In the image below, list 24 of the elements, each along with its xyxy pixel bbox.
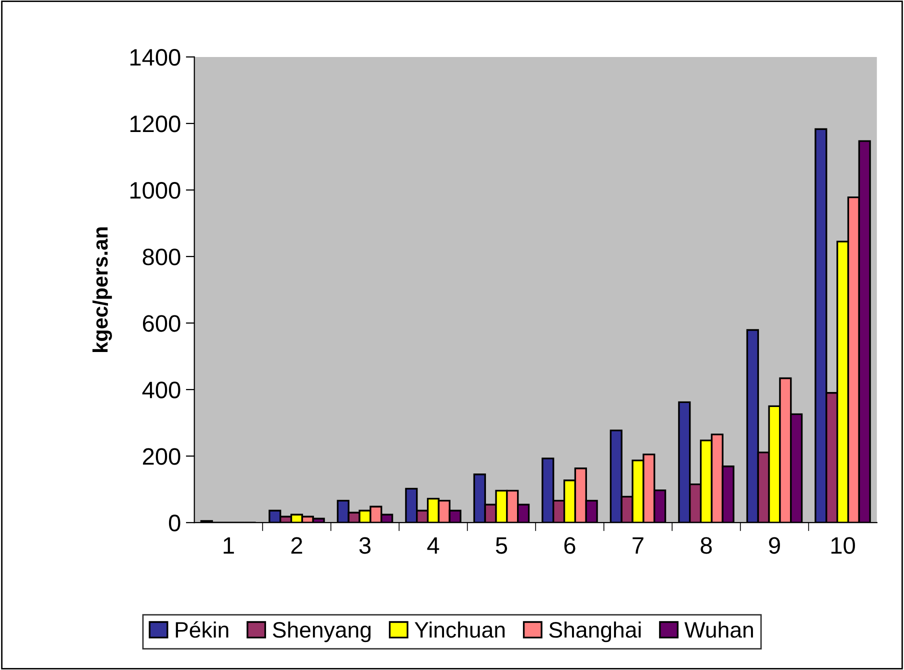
y-tick-label: 600: [142, 315, 180, 332]
legend-label: Shenyang: [272, 621, 371, 642]
y-tick-label: 0: [168, 514, 180, 532]
x-tick-label: 7: [632, 537, 644, 554]
x-tick-label: 6: [564, 537, 576, 554]
y-tick-label: 800: [142, 248, 180, 266]
y-axis-title: kgec/pers.an: [92, 227, 112, 352]
legend-label: Yinchuan: [414, 621, 505, 638]
legend-label: Shanghai: [549, 621, 641, 642]
x-tick-label: 2: [291, 537, 302, 554]
y-tick-label: 1400: [130, 49, 180, 66]
x-tick-label: 9: [769, 537, 780, 554]
x-tick-label: 3: [359, 537, 371, 554]
x-tick-label: 10: [831, 537, 855, 554]
y-tick-label: 400: [142, 382, 180, 398]
x-tick-label: 8: [700, 537, 712, 554]
x-tick-label: 5: [496, 537, 508, 554]
y-tick-label: 200: [142, 448, 180, 465]
legend-label: Pékin: [176, 621, 228, 638]
legend-label: Wuhan: [684, 621, 753, 638]
x-tick-label: 4: [427, 537, 440, 554]
y-tick-label: 1200: [130, 116, 180, 132]
x-tick-label: 1: [224, 537, 234, 554]
y-tick-label: 1000: [130, 182, 180, 199]
